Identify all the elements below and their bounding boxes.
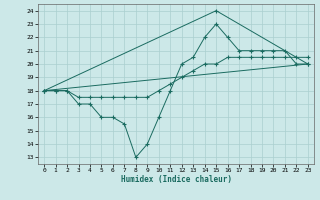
X-axis label: Humidex (Indice chaleur): Humidex (Indice chaleur) <box>121 175 231 184</box>
